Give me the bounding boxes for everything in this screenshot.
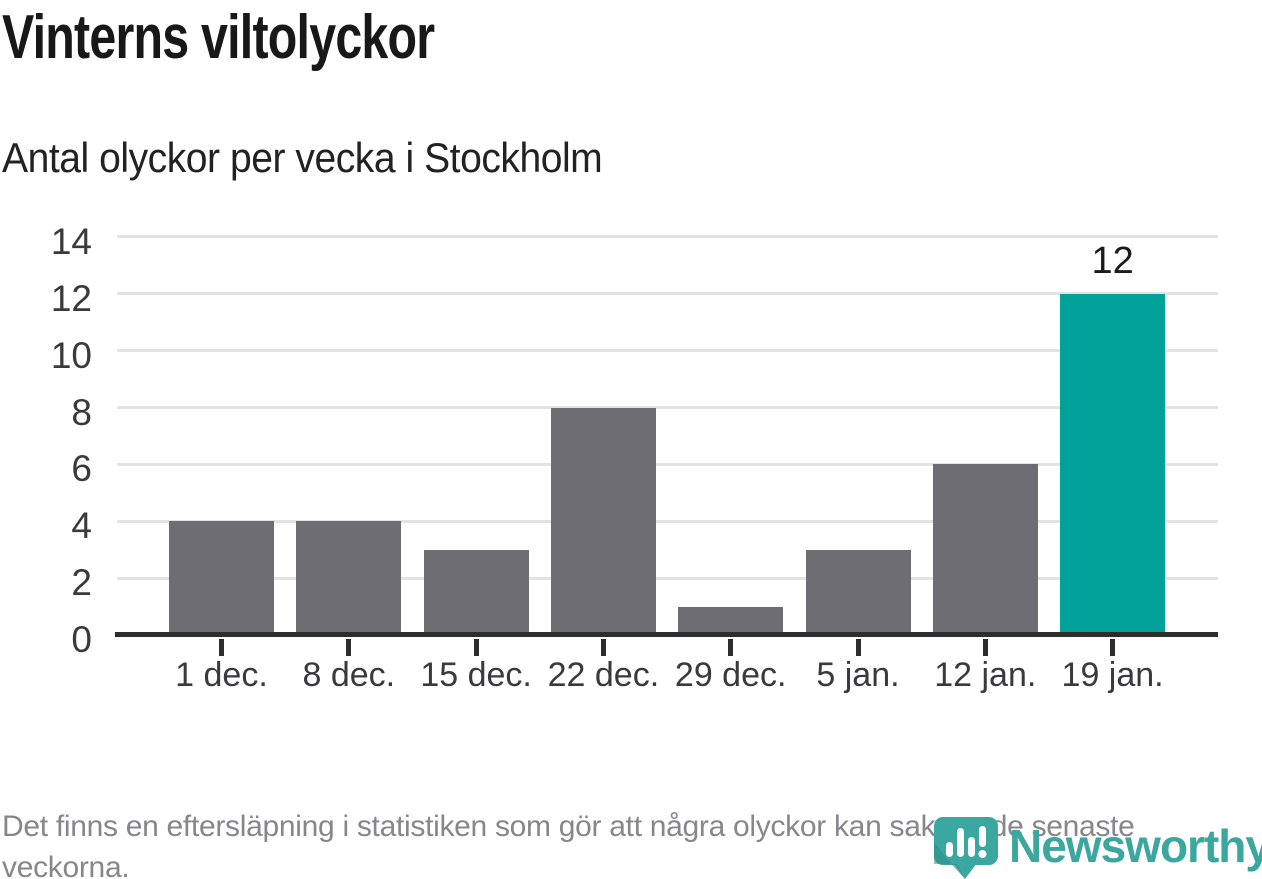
bar	[169, 521, 274, 635]
x-axis-tick	[346, 639, 352, 656]
bar	[932, 464, 1038, 635]
x-axis-tick	[473, 639, 479, 656]
y-axis-tick-label: 8	[71, 391, 92, 433]
newsworthy-logo-icon	[934, 817, 998, 879]
y-axis-tick-label: 12	[50, 277, 92, 319]
y-axis-tick-label: 2	[71, 562, 92, 604]
x-axis-line	[115, 632, 1218, 637]
x-axis-tick	[728, 639, 734, 656]
newsworthy-logo-text: Newsworthy	[1009, 820, 1262, 872]
x-axis-tick	[600, 639, 606, 656]
chart-title: Vinterns viltolyckor	[2, 3, 435, 72]
x-axis-tick-label: 12 jan.	[934, 656, 1037, 694]
gridline	[117, 576, 1218, 580]
gridline	[117, 519, 1218, 523]
x-axis-tick	[982, 639, 988, 656]
gridline	[117, 292, 1218, 296]
x-axis-tick-label: 1 dec.	[175, 656, 268, 694]
newsworthy-logo: Newsworthy	[933, 816, 1262, 879]
gridline	[117, 235, 1218, 239]
gridline	[117, 462, 1218, 466]
x-axis-tick-label: 29 dec.	[674, 656, 787, 694]
bar	[805, 549, 911, 635]
y-axis-tick-label: 0	[71, 619, 92, 660]
y-axis-tick-label: 10	[50, 334, 92, 376]
bar	[296, 521, 402, 635]
x-axis-tick-label: 8 dec.	[302, 656, 396, 694]
gridline	[117, 349, 1218, 353]
x-axis-tick-label: 22 dec.	[547, 656, 660, 694]
y-axis-tick-label: 14	[50, 220, 92, 262]
gridline	[117, 406, 1218, 410]
y-axis-tick-label: 6	[71, 448, 92, 490]
bar-value-label: 12	[1091, 239, 1134, 282]
chart-subtitle: Antal olyckor per vecka i Stockholm	[2, 134, 603, 181]
x-axis-tick-label: 15 dec.	[420, 656, 532, 694]
y-axis-tick-label: 4	[71, 505, 92, 547]
x-axis-tick	[1110, 639, 1116, 656]
bar	[423, 549, 529, 635]
bar	[678, 606, 784, 635]
x-axis-tick-label: 19 jan.	[1061, 656, 1164, 694]
x-axis-tick-label: 5 jan.	[816, 656, 900, 694]
x-axis-tick	[219, 639, 224, 656]
bar	[550, 407, 656, 635]
x-axis-tick	[855, 639, 861, 656]
bar-highlighted	[1060, 293, 1166, 635]
